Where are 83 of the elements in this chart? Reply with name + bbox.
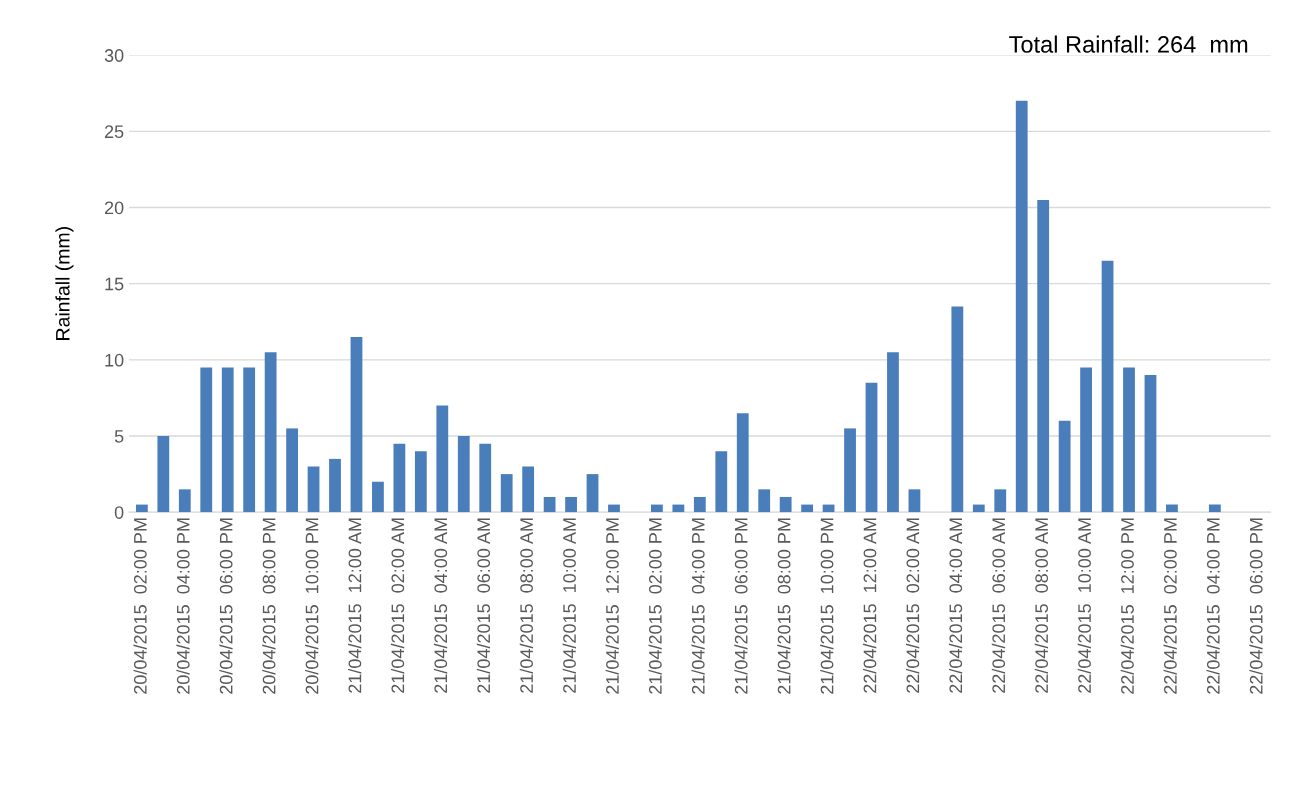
bar: [479, 443, 492, 513]
bar: [200, 367, 213, 513]
bar: [951, 306, 964, 513]
bar: [372, 481, 384, 513]
bar: [221, 367, 234, 513]
x-tick-label: 22/04/2015 12:00 PM: [1120, 518, 1134, 694]
x-tick-label: 21/04/2015 02:00 AM: [390, 518, 405, 693]
bar: [350, 337, 363, 513]
bar: [135, 504, 148, 513]
x-tick-label: 22/04/2015 10:00 AM: [1077, 518, 1091, 693]
y-tick-label: 30: [104, 49, 124, 62]
y-tick-label: 0: [114, 506, 124, 519]
y-tick-label: 20: [104, 201, 124, 215]
x-tick-label: 22/04/2015 12:00 AM: [863, 518, 877, 693]
bar: [243, 367, 256, 513]
bar: [264, 352, 277, 513]
bar: [779, 496, 792, 513]
x-tick-label: 22/04/2015 06:00 PM: [1249, 518, 1263, 694]
x-tick-label: 21/04/2015 06:00 AM: [476, 518, 491, 693]
bar: [178, 489, 191, 513]
y-tick-label: 5: [114, 430, 124, 443]
bar: [693, 496, 706, 513]
bar: [329, 458, 341, 513]
x-tick-label: 21/04/2015 12:00 PM: [605, 518, 619, 694]
x-tick-label: 21/04/2015 10:00 AM: [562, 518, 576, 693]
bar: [414, 451, 427, 513]
x-tick-label: 21/04/2015 06:00 PM: [734, 518, 748, 694]
x-tick-label: 21/04/2015 08:00 AM: [519, 518, 533, 693]
bar: [844, 428, 856, 513]
x-tick-label: 20/04/2015 04:00 PM: [176, 518, 190, 694]
bar: [994, 489, 1007, 513]
x-tick-label: 20/04/2015 02:00 PM: [133, 518, 147, 694]
x-tick-label: 22/04/2015 04:00 PM: [1206, 518, 1220, 694]
text: Total Rainfall: 264 mm: [1009, 35, 1248, 53]
bar: [1123, 367, 1135, 513]
bar: [543, 496, 556, 513]
bar: [972, 504, 985, 513]
bar: [887, 352, 899, 513]
x-tick-label: 20/04/2015 08:00 PM: [262, 518, 276, 694]
y-tick-label: 25: [104, 125, 124, 139]
bar: [758, 489, 771, 513]
bar: [736, 413, 749, 513]
bar: [393, 443, 406, 513]
x-tick-label: 21/04/2015 04:00 PM: [691, 518, 705, 694]
bar: [715, 451, 728, 513]
y-tick-label: 10: [105, 353, 124, 367]
x-tick-label: 22/04/2015 06:00 AM: [991, 518, 1006, 693]
bar: [565, 496, 577, 513]
bar: [608, 504, 620, 513]
x-tick-label: 22/04/2015 04:00 AM: [948, 518, 963, 693]
bar: [1208, 504, 1221, 513]
bar: [157, 436, 170, 513]
x-tick-label: 21/04/2015 08:00 PM: [777, 518, 791, 694]
bar: [307, 466, 320, 513]
bar: [651, 504, 663, 513]
y-axis-title: Rainfall (mm): [55, 227, 74, 340]
bar: [1166, 504, 1178, 513]
bar: [436, 405, 449, 513]
bar: [908, 489, 921, 513]
bar: [1144, 375, 1157, 513]
bar: [586, 474, 599, 513]
y-tick-label: 15: [105, 277, 124, 291]
bar: [865, 382, 878, 513]
bar: [1037, 199, 1050, 513]
bar: [672, 504, 685, 513]
bar: [1015, 100, 1028, 513]
bar: [801, 504, 814, 513]
bar: [500, 474, 513, 513]
bar: [1080, 367, 1092, 513]
x-tick-label: 22/04/2015 08:00 AM: [1034, 518, 1049, 693]
x-tick-label: 20/04/2015 06:00 PM: [219, 518, 233, 694]
bar: [286, 428, 298, 513]
bar: [1101, 260, 1114, 513]
bar: [522, 466, 535, 513]
x-tick-label: 21/04/2015 02:00 PM: [648, 518, 662, 694]
x-tick-label: 21/04/2015 10:00 PM: [820, 518, 834, 694]
bar: [1058, 420, 1071, 513]
x-tick-label: 20/04/2015 10:00 PM: [305, 518, 319, 694]
x-tick-label: 21/04/2015 12:00 AM: [348, 518, 362, 693]
x-tick-label: 22/04/2015 02:00 PM: [1163, 518, 1177, 694]
x-tick-label: 21/04/2015 04:00 AM: [433, 518, 448, 693]
x-tick-label: 22/04/2015 02:00 AM: [906, 518, 920, 693]
bar: [457, 436, 470, 513]
